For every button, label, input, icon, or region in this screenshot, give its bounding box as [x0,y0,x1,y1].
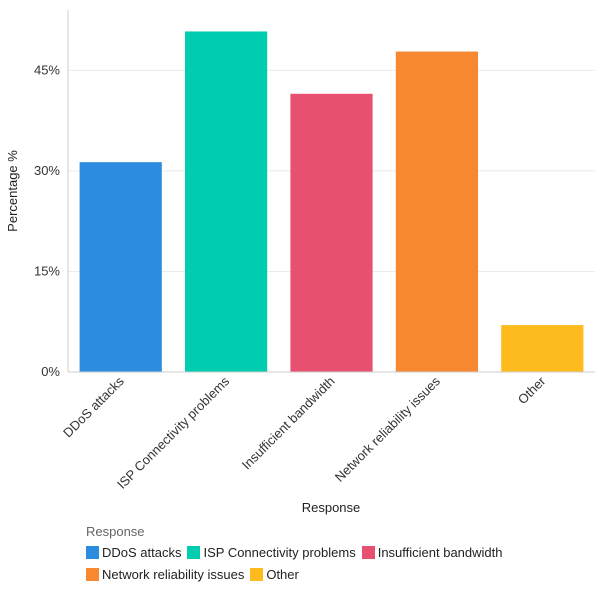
legend-swatch [187,546,201,559]
y-axis-title: Percentage % [5,150,20,232]
y-tick-label: 15% [34,263,60,278]
legend-label: Insufficient bandwidth [377,545,503,560]
legend: Response DDoS attacks ISP Connectivity pr… [86,524,586,589]
legend-items: DDoS attacks ISP Connectivity problems Ins… [86,545,586,589]
bar-ddos-attacks [79,162,162,372]
y-tick-label: 30% [34,163,60,178]
x-axis-title: Response [302,500,361,515]
legend-label: Other [266,567,299,582]
y-tick-label: 45% [34,62,60,77]
x-tick-label: Network reliability issues [332,373,444,485]
legend-item[interactable]: ISP Connectivity problems [187,545,356,560]
bar-insufficient-bandwidth [290,93,373,372]
legend-item[interactable]: Insufficient bandwidth [361,545,503,560]
x-tick-label: Insufficient bandwidth [239,374,338,473]
x-tick-label: DDoS attacks [60,373,127,440]
y-tick-label: 0% [41,364,60,379]
legend-title: Response [86,524,145,539]
legend-item[interactable]: Other [250,567,299,582]
legend-label: DDoS attacks [102,545,182,560]
legend-swatch [250,568,264,581]
bar-isp-connectivity-problems [184,31,268,373]
legend-item[interactable]: Network reliability issues [86,567,244,582]
legend-swatch [86,546,99,559]
legend-swatch [361,546,375,559]
legend-label: ISP Connectivity problems [203,545,356,560]
legend-item[interactable]: DDoS attacks [86,545,181,560]
x-tick-label: ISP Connectivity problems [114,373,233,492]
y-axis-ticks: 0% 15% 30% 45% [34,62,60,379]
bar-network-reliability-issues [395,51,479,373]
x-tick-label: Other [515,373,549,407]
legend-label: Network reliability issues [102,567,245,582]
bar-other [501,325,584,372]
legend-swatch [86,568,99,581]
bars [79,31,584,373]
